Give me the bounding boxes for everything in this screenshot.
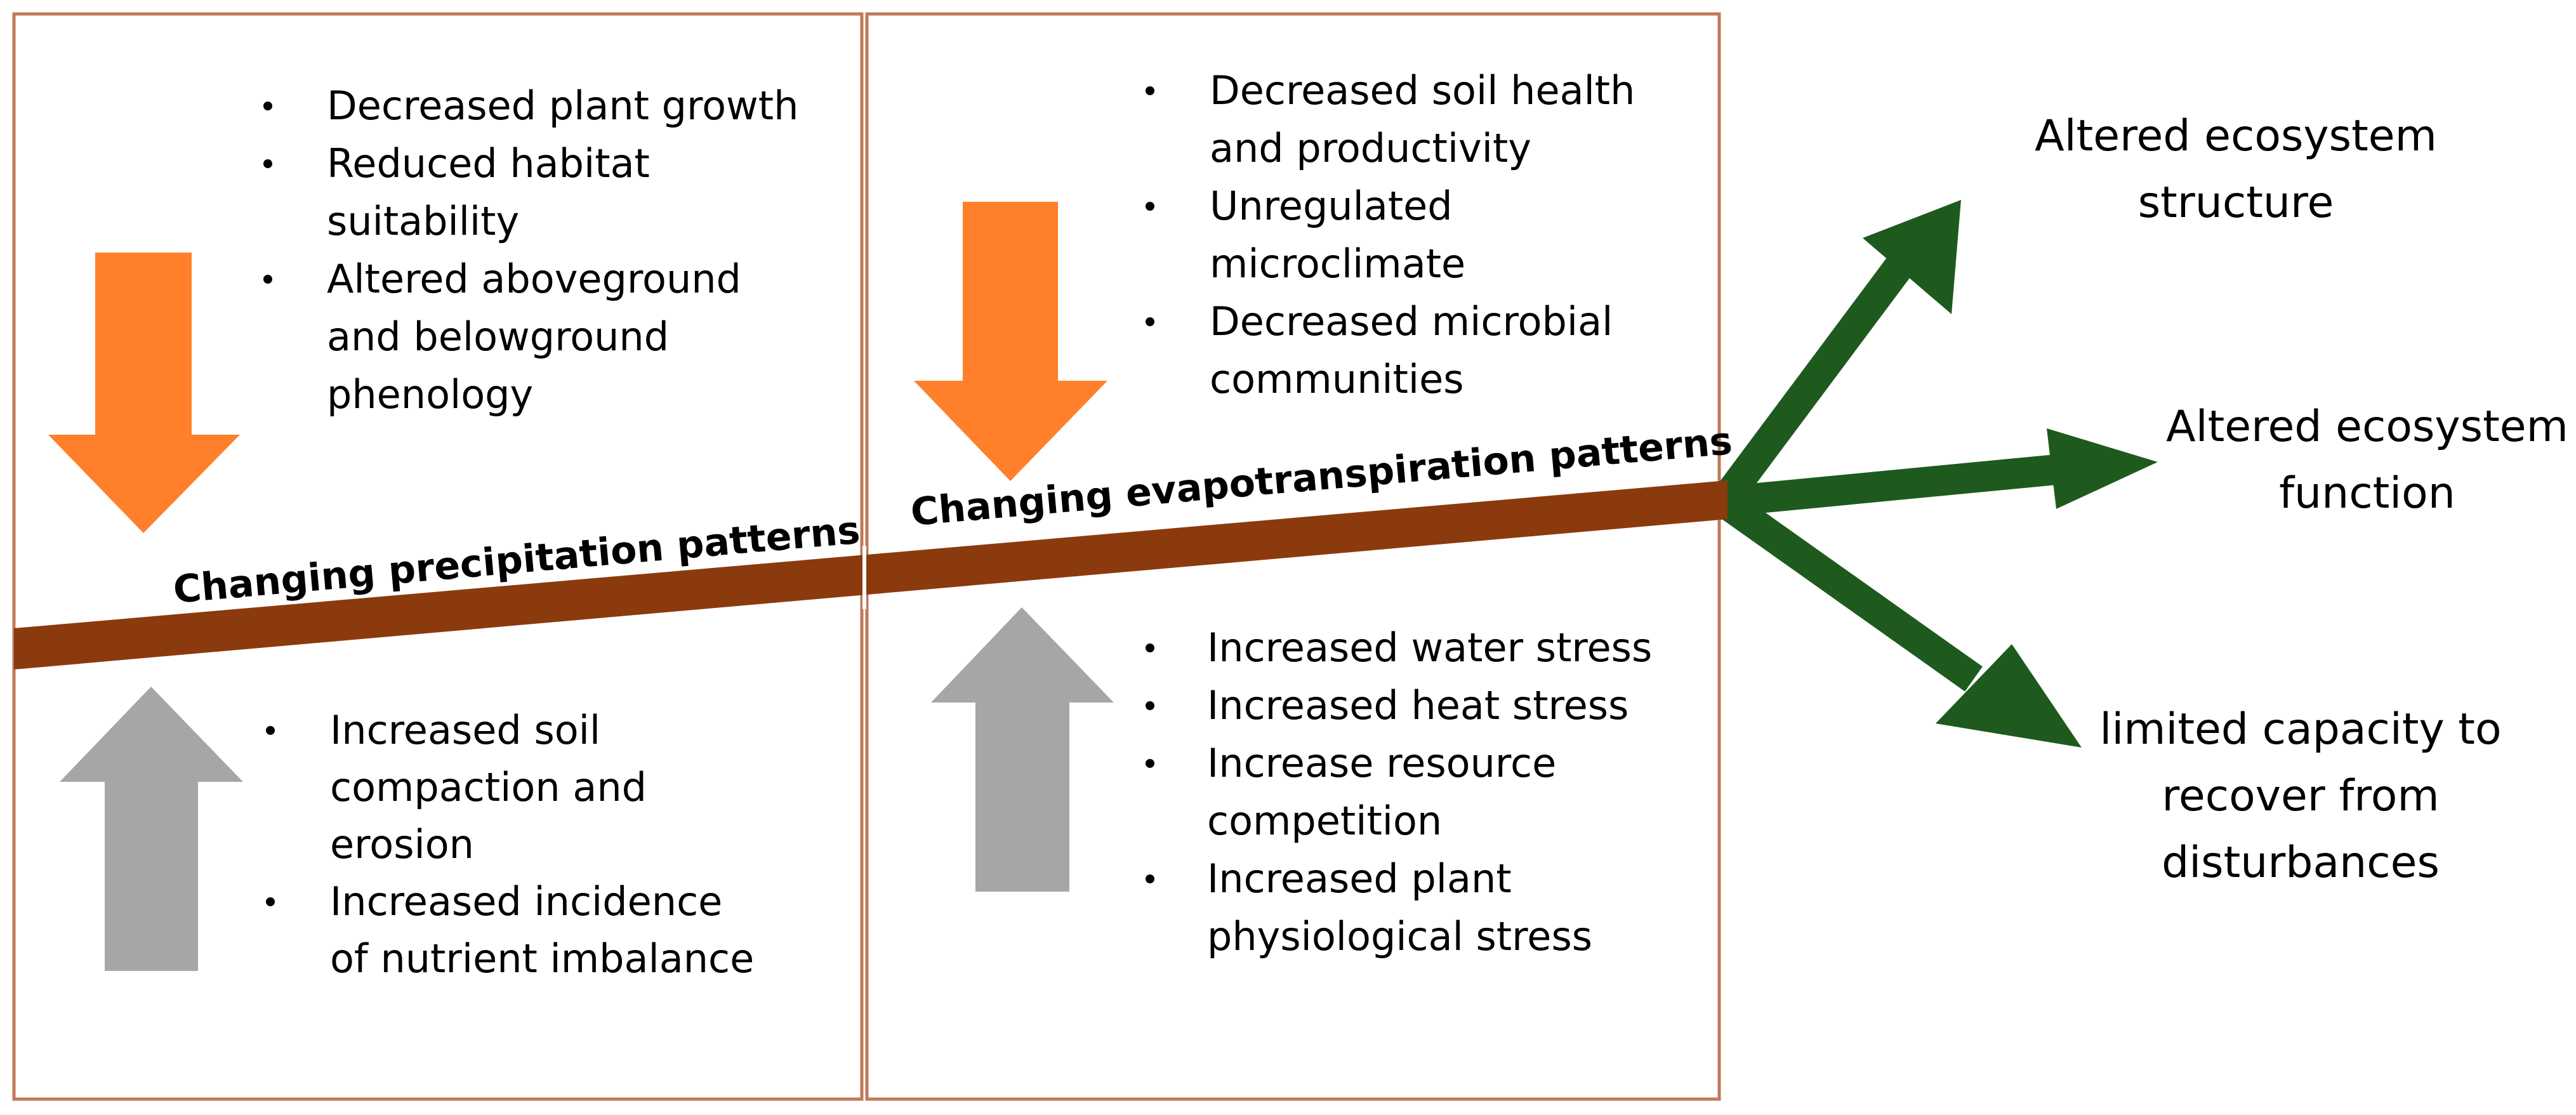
precipitation-decrease-effects: Decreased plant growth Reduced habitat sui… — [263, 82, 798, 418]
bullet-dot — [263, 159, 272, 168]
effect-text: physiological stress — [1207, 913, 1592, 960]
effect-text: phenology — [327, 371, 533, 418]
trend-bar — [14, 480, 1727, 670]
bullet-dot — [1146, 759, 1154, 768]
outcome-arrows — [1712, 200, 2158, 748]
effect-text: Decreased microbial — [1210, 298, 1613, 345]
bullet-dot — [1146, 701, 1154, 710]
effect-text: Reduced habitat — [327, 140, 650, 187]
outcome-text: Altered ecosystem — [2166, 402, 2568, 452]
outcome-text: limited capacity to — [2099, 704, 2501, 755]
precipitation-increase-effects: Increased soil compaction and erosion Incre… — [266, 707, 754, 982]
effect-text: compaction and — [330, 764, 647, 810]
effect-text: communities — [1210, 356, 1464, 402]
bullet-dot — [266, 726, 275, 735]
effect-text: Decreased plant growth — [327, 82, 798, 129]
bullet-dot — [1146, 202, 1154, 211]
outcome-arrowhead-structure — [1863, 200, 1961, 314]
outcome-arrow-structure — [1712, 251, 1917, 510]
outcome-text: structure — [2138, 178, 2334, 228]
bullet-dot — [266, 897, 275, 906]
outcome-text: recover from — [2162, 771, 2439, 821]
effect-text: suitability — [327, 198, 519, 244]
bullet-dot — [1146, 874, 1154, 883]
bullet-dot — [1146, 643, 1154, 652]
bullet-dot — [263, 102, 272, 110]
outcome-text: Altered ecosystem — [2035, 111, 2437, 161]
effect-text: microclimate — [1210, 241, 1465, 287]
bullet-dot — [1146, 86, 1154, 95]
outcome-text: function — [2279, 468, 2455, 518]
effect-text: Altered aboveground — [327, 256, 741, 302]
bullet-dot — [1146, 317, 1154, 326]
evapotranspiration-increase-effects: Increased water stress Increased heat str… — [1146, 624, 1652, 960]
decrease-arrow — [914, 202, 1107, 481]
effect-text: competition — [1207, 798, 1442, 844]
outcome-arrowhead-function — [2047, 428, 2158, 509]
decrease-arrow — [48, 253, 240, 533]
effect-text: Decreased soil health — [1210, 67, 1635, 114]
effect-text: Increase resource — [1207, 740, 1556, 786]
outcome-structure-label: Altered ecosystem structure — [2035, 111, 2437, 228]
effect-text: Increased heat stress — [1207, 682, 1628, 729]
effect-text: Increased soil — [330, 707, 600, 753]
effect-text: and productivity — [1210, 125, 1531, 171]
outcome-arrowhead-recovery — [1936, 644, 2082, 748]
effect-text: and belowground — [327, 313, 669, 360]
outcome-recovery-label: limited capacity to recover from disturban… — [2099, 704, 2501, 888]
effect-text: of nutrient imbalance — [330, 935, 754, 982]
effect-text: Increased water stress — [1207, 624, 1652, 671]
outcome-text: disturbances — [2162, 838, 2440, 888]
increase-arrow — [60, 687, 243, 971]
evapotranspiration-decrease-effects: Decreased soil health and productivity Unr… — [1146, 67, 1635, 402]
effect-text: Increased incidence — [330, 878, 722, 925]
effect-text: Increased plant — [1207, 855, 1512, 902]
effect-text: erosion — [330, 821, 474, 868]
effect-text: Unregulated — [1210, 183, 1453, 229]
bullet-dot — [263, 275, 272, 284]
outcome-function-label: Altered ecosystem function — [2166, 402, 2568, 518]
outcome-arrow-function — [1723, 454, 2058, 517]
outcome-arrow-recovery — [1716, 490, 1983, 692]
increase-arrow — [931, 607, 1114, 892]
